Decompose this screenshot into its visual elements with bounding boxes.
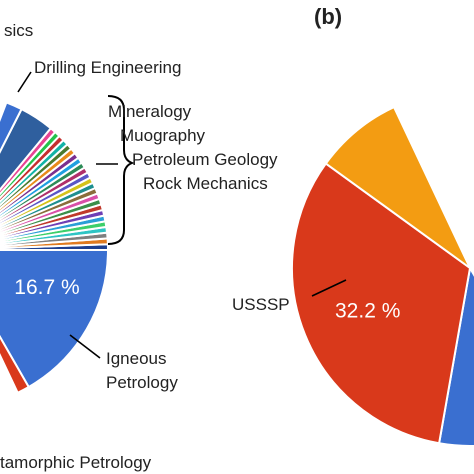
- pie-chart-b: 32.2 %: [291, 105, 474, 447]
- label-usssp: USSSP: [232, 295, 290, 314]
- slice-igneous-petrology: [0, 249, 110, 389]
- slice-metamorphic-petrology: [0, 335, 31, 395]
- label-petroleum-geology: Petroleum Geology: [132, 150, 278, 169]
- slice-orange: [324, 105, 471, 269]
- label-drilling-engineering: Drilling Engineering: [34, 58, 181, 77]
- label-mineralogy: Mineralogy: [108, 102, 192, 121]
- percent-label-usssp: 32.2 %: [335, 299, 400, 322]
- percent-label-igneous: 16.7 %: [14, 276, 79, 299]
- bracket: [107, 95, 135, 245]
- label-igneous-line1: Igneous: [106, 349, 167, 368]
- slice-other-blue: [437, 265, 474, 447]
- leader-line-igneous: [69, 334, 101, 359]
- leader-line-usssp: [311, 279, 347, 297]
- label-metamorphic-petrology: tamorphic Petrology: [0, 453, 152, 472]
- panel-label-b: (b): [314, 4, 342, 29]
- slice-geophysics: [0, 101, 23, 154]
- label-top-partial: sics: [4, 21, 33, 40]
- label-rock-mechanics: Rock Mechanics: [143, 174, 268, 193]
- leader-line-drilling: [17, 71, 32, 93]
- label-igneous-line2: Petrology: [106, 373, 178, 392]
- pie-chart-a: 16.7 %: [0, 101, 110, 395]
- label-muography: Muography: [120, 126, 206, 145]
- slice-usssp: [291, 162, 472, 445]
